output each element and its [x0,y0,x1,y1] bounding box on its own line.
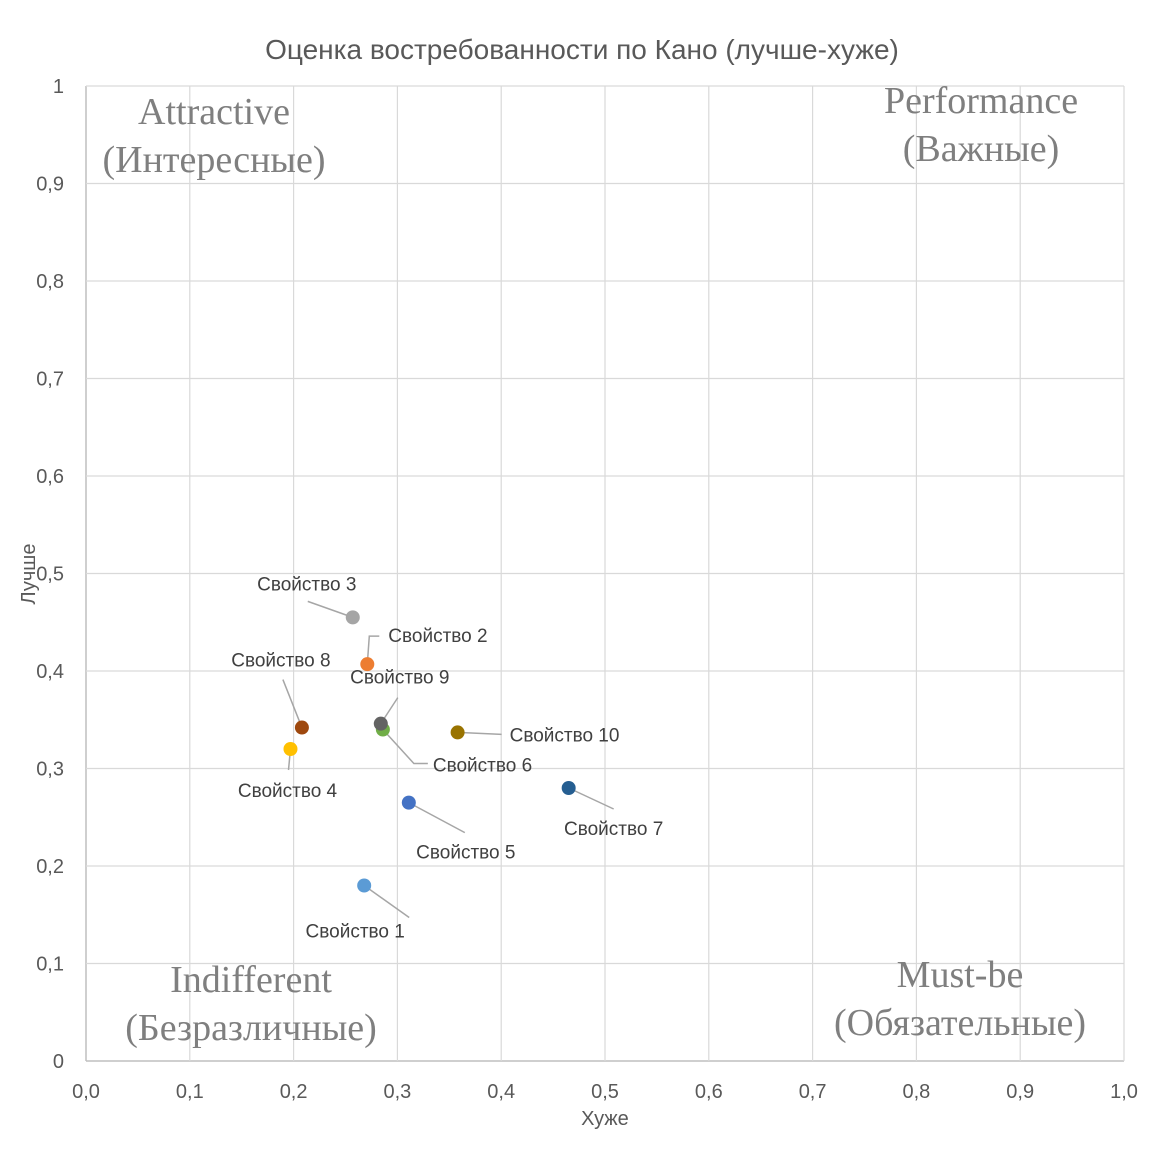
point-label: Свойство 5 [416,843,515,864]
y-tick-label: 0 [53,1051,64,1073]
y-tick-label: 0,9 [36,174,64,196]
x-tick-label: 1,0 [1110,1081,1138,1103]
quadrant-label-top-right: Performance [884,80,1078,122]
y-tick-label: 0,6 [36,466,64,488]
leader-line [307,600,354,619]
quadrant-sublabel-bottom-left: (Безразличные) [125,1007,377,1049]
quadrant-sublabel-bottom-right: (Обязательные) [834,1002,1086,1044]
scatter-point [401,795,416,810]
y-tick-label: 0,7 [36,369,64,391]
point-label: Свойство 2 [388,626,487,647]
x-tick-label: 0,1 [176,1081,204,1103]
x-tick-label: 0,9 [1006,1081,1034,1103]
y-tick-label: 0,4 [36,661,64,683]
x-tick-label: 0,5 [591,1081,619,1103]
point-label: Свойство 8 [231,651,330,672]
y-tick-label: 0,2 [36,856,64,878]
point-label: Свойство 3 [257,574,356,595]
point-label: Свойство 9 [350,668,449,689]
x-tick-label: 0,6 [695,1081,723,1103]
scatter-point [357,878,372,893]
scatter-point [294,720,309,735]
y-tick-label: 0,8 [36,271,64,293]
data-points [283,610,576,893]
quadrant-label-top-left: Attractive [138,91,290,133]
scatter-point [373,716,388,731]
leader-line [363,884,410,919]
y-tick-label: 0,1 [36,954,64,976]
y-tick-label: 0,5 [36,564,64,586]
x-tick-label: 0,2 [280,1081,308,1103]
point-label: Свойство 6 [433,756,532,777]
y-tick-label: 0,3 [36,759,64,781]
quadrant-sublabel-top-right: (Важные) [903,128,1060,170]
x-axis-title: Хуже [581,1108,629,1130]
x-tick-label: 0,4 [487,1081,515,1103]
y-axis-title: Лучше [18,544,40,605]
leader-line [408,801,466,834]
y-tick-label: 1 [53,76,64,98]
leader-line [568,787,614,810]
scatter-point [450,725,465,740]
axis-ticks: 0,0 0,1 0,2 0,3 0,4 0,5 0,6 0,7 0,8 0,9 1,0 0 0,1 0,2… [36,76,1138,1103]
chart-title: Оценка востребованности по Кано (лучше-х… [265,34,899,65]
scatter-point [561,781,576,795]
point-label: Свойство 1 [306,922,405,943]
leader-line [366,635,380,665]
leader-line [282,679,303,728]
x-tick-label: 0,3 [383,1081,411,1103]
scatter-point [345,610,360,625]
x-tick-label: 0,7 [799,1081,827,1103]
x-tick-label: 0,8 [902,1081,930,1103]
leader-line [382,728,428,765]
x-tick-label: 0,0 [72,1081,100,1103]
scatter-point [360,657,375,672]
quadrant-sublabel-top-left: (Интересные) [103,139,326,181]
quadrant-labels: Attractive (Интересные) Performance (Важные… [103,80,1087,1049]
grid-lines [85,85,1125,1062]
scatter-point [283,742,298,756]
leader-line [457,731,502,736]
data-labels: Свойство 1 Свойство 2 Свойство 3 Свойство 4… [231,574,663,942]
point-label: Свойство 10 [510,725,620,746]
quadrant-label-bottom-right: Must-be [897,954,1024,996]
point-label: Свойство 7 [564,819,663,840]
point-label: Свойство 4 [238,781,338,802]
quadrant-label-bottom-left: Indifferent [170,959,332,1001]
